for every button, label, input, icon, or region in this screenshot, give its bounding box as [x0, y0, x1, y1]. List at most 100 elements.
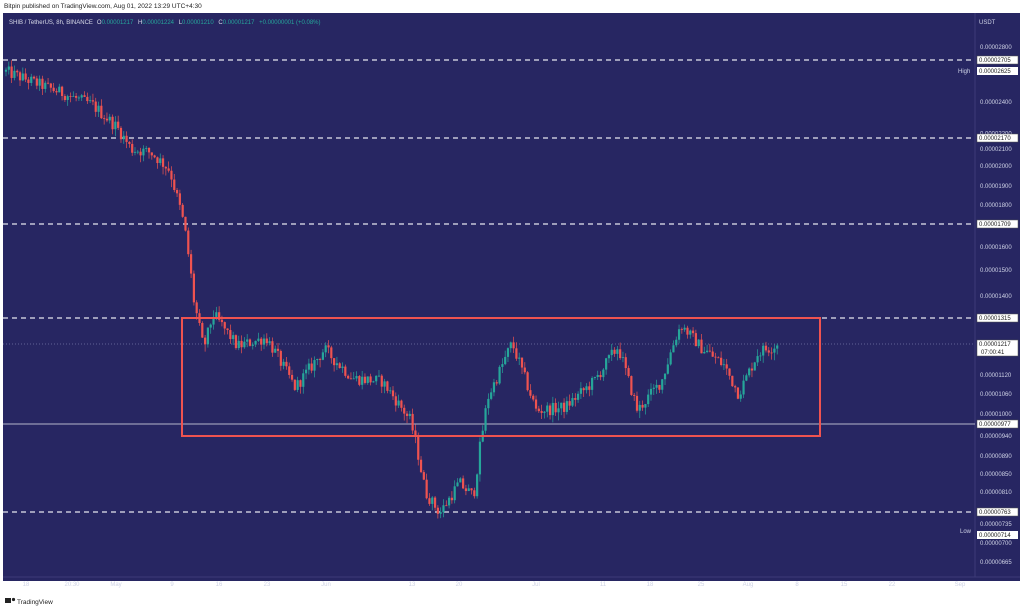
candle-body: [304, 369, 308, 374]
candle-body: [97, 105, 100, 112]
candle-body: [602, 369, 605, 378]
candle-body: [720, 357, 723, 366]
candle-body: [655, 384, 658, 388]
candle-body: [571, 398, 574, 406]
candle-body: [627, 368, 630, 377]
candle-body: [69, 96, 72, 97]
y-tick-label: 0.00001120: [980, 373, 1012, 379]
candle-body: [145, 147, 148, 149]
candle-body: [551, 402, 554, 416]
candle-body: [243, 341, 246, 348]
candle-body: [133, 151, 137, 153]
candle-body: [279, 350, 282, 366]
candle-body: [372, 381, 375, 383]
candle-body: [717, 357, 720, 359]
ohlc-change: +0.00000001 (+0.08%): [259, 20, 320, 26]
level-label: 0.00001709: [979, 222, 1011, 228]
candle-body: [58, 86, 61, 93]
candle-body: [375, 375, 378, 382]
candle-body: [526, 372, 529, 391]
candle-body: [579, 388, 582, 394]
candle-body: [327, 345, 330, 348]
candle-body: [408, 413, 411, 416]
range-box: [181, 317, 821, 437]
candle-body: [299, 380, 302, 387]
candle-body: [540, 411, 543, 413]
y-tick-label: 0.00001600: [980, 245, 1012, 251]
candle-body: [156, 157, 159, 164]
candle-body: [459, 478, 462, 483]
candle-body: [666, 364, 669, 374]
x-tick-label: 25: [698, 582, 705, 588]
candle-body: [16, 70, 19, 73]
x-tick-label: 18: [647, 582, 654, 588]
candle-body: [537, 408, 540, 412]
candle-body: [394, 396, 397, 406]
candle-body: [220, 319, 224, 323]
x-axis-ticks: 18 20:30 May 9 16 23 Jun 13 20 Jul 11 18 25 Aug 8 15 22 S…: [23, 582, 966, 588]
y-tick-label: 0.00000700: [980, 541, 1012, 547]
candle-body: [293, 379, 296, 390]
y-axis-ticks: 0.000028000.000024000.000022000.00002100…: [980, 45, 1012, 566]
candle-body: [369, 376, 372, 383]
candle-body: [119, 127, 123, 140]
price-markers: 0.00001217 07:00:41 0.00002625 High 0.000007…: [958, 67, 1019, 539]
candle-body: [585, 386, 588, 391]
candle-body: [60, 86, 64, 97]
candle-body: [316, 358, 319, 361]
countdown-label: 07:00:41: [981, 350, 1005, 356]
y-tick-label: 0.00001800: [980, 203, 1012, 209]
candle-body: [742, 380, 745, 395]
candle-body: [366, 376, 369, 383]
candle-body: [352, 378, 355, 380]
candle-body: [111, 116, 114, 130]
candle-body: [456, 482, 459, 487]
candle-body: [473, 490, 476, 497]
candle-body: [175, 190, 179, 194]
candle-body: [680, 329, 683, 331]
candle-body: [756, 356, 759, 363]
candle-body: [349, 378, 353, 380]
x-tick-label: 20: [456, 582, 463, 588]
candle-body: [464, 488, 468, 492]
candle-body: [532, 395, 535, 400]
candle-body: [419, 459, 423, 473]
candle-body: [610, 349, 613, 356]
candle-body: [436, 507, 439, 514]
x-tick-label: 13: [409, 582, 416, 588]
candle-body: [509, 342, 512, 349]
y-tick-label: 0.00001500: [980, 268, 1012, 274]
candle-body: [358, 376, 361, 385]
candle-body: [417, 436, 420, 460]
ohlc-l-value: 0.00001210: [182, 20, 214, 26]
ohlc-c-label: C: [218, 20, 223, 26]
candle-body: [512, 342, 515, 349]
candle-body: [355, 376, 358, 379]
candle-body: [770, 352, 773, 354]
candle-body: [450, 497, 453, 501]
x-tick-label: Jun: [321, 582, 331, 588]
candle-body: [251, 344, 254, 346]
candle-body: [338, 363, 341, 368]
candle-body: [35, 78, 38, 86]
candle-body: [397, 400, 400, 406]
ohlc-o-label: O: [97, 20, 102, 26]
level-label-box: [976, 419, 1019, 429]
candle-body: [728, 368, 731, 376]
candle-body: [731, 375, 734, 387]
candle-body: [596, 375, 599, 378]
candle-body: [582, 388, 585, 391]
candle-body: [405, 413, 409, 416]
x-tick-label: 20:30: [64, 582, 80, 588]
candle-body: [361, 376, 364, 385]
candle-body: [377, 375, 381, 377]
candle-body: [675, 339, 678, 346]
y-tick-label: 0.00001000: [980, 412, 1012, 418]
candle-body: [445, 505, 448, 507]
candle-body: [498, 366, 501, 384]
candle-body: [260, 338, 263, 345]
y-tick-label: 0.00000665: [980, 560, 1012, 566]
candle-body: [635, 395, 639, 411]
tradingview-logo-icon: [5, 597, 16, 603]
candle-body: [347, 375, 350, 379]
